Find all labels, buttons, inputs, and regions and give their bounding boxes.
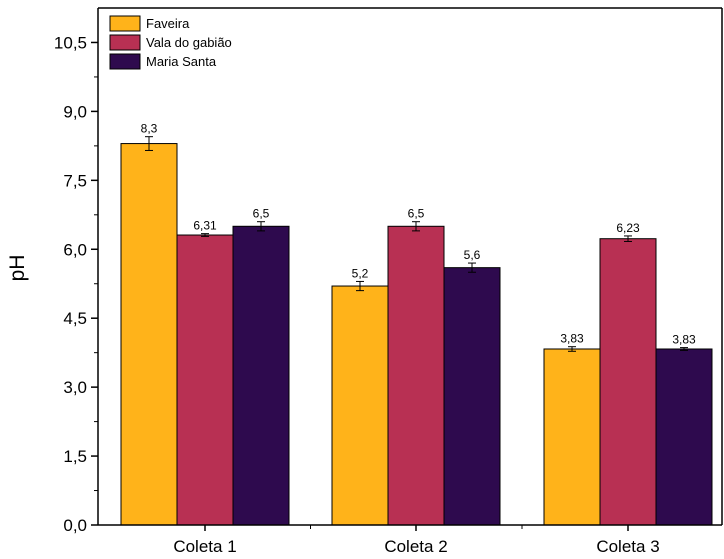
- x-category-label: Coleta 3: [596, 537, 659, 556]
- data-label-1-2: 5,2: [352, 266, 369, 280]
- error-bar-3-3: [680, 347, 688, 351]
- error-bar-1-3: [568, 346, 576, 352]
- y-tick-label: 9,0: [63, 102, 87, 121]
- bar-1-3: [543, 348, 601, 526]
- bar-2-3: [599, 238, 657, 526]
- error-bar-2-2: [412, 221, 420, 232]
- bars-layer: [120, 143, 713, 526]
- y-tick-label: 3,0: [63, 378, 87, 397]
- data-label-1-1: 8,3: [141, 122, 158, 136]
- y-tick-label: 0,0: [63, 516, 87, 535]
- x-ticks: Coleta 1 Coleta 2 Coleta 3: [173, 525, 660, 556]
- error-bar-2-3: [624, 235, 632, 242]
- legend-swatch: [109, 34, 141, 51]
- bar-1-1: [120, 143, 178, 526]
- bar-1-2: [331, 285, 389, 526]
- data-label-1-3: 3,83: [560, 332, 584, 346]
- error-bar-2-1: [201, 233, 209, 237]
- legend-swatch: [109, 15, 141, 32]
- legend: Faveira Vala do gabião Maria Santa: [109, 15, 232, 70]
- y-tick-label: 6,0: [63, 240, 87, 259]
- axes: [97, 7, 723, 526]
- error-bar-3-2: [468, 262, 476, 273]
- bar-3-1: [232, 225, 290, 526]
- y-tick-label: 4,5: [63, 309, 87, 328]
- y-ticks: 0,0 1,5 3,0 4,5 6,0 7,5 9,0 10,5: [54, 33, 98, 535]
- data-label-3-2: 5,6: [464, 248, 481, 262]
- legend-label: Maria Santa: [146, 54, 217, 69]
- y-axis-title: pH: [6, 255, 29, 282]
- error-bars-layer: [145, 136, 688, 352]
- legend-item: Vala do gabião: [109, 34, 232, 51]
- bar-3-3: [655, 348, 713, 526]
- y-tick-label: 7,5: [63, 171, 87, 190]
- y-tick-label: 10,5: [54, 33, 87, 52]
- x-category-label: Coleta 2: [384, 537, 447, 556]
- data-label-2-2: 6,5: [408, 207, 425, 221]
- x-category-label: Coleta 1: [173, 537, 236, 556]
- legend-item: Faveira: [109, 15, 190, 32]
- data-labels-layer: 8,3 5,2 3,83 6,31 6,5 6,23 6,5 5,6 3,83: [141, 122, 696, 347]
- legend-label: Vala do gabião: [146, 35, 232, 50]
- data-label-2-3: 6,23: [616, 221, 640, 235]
- bar-3-2: [443, 267, 501, 526]
- error-bar-3-1: [257, 221, 265, 232]
- legend-swatch: [109, 53, 141, 70]
- y-tick-label: 1,5: [63, 447, 87, 466]
- data-label-3-3: 3,83: [672, 333, 696, 347]
- bar-2-2: [387, 225, 445, 526]
- data-label-2-1: 6,31: [193, 219, 217, 233]
- error-bar-1-2: [356, 280, 364, 292]
- bar-2-1: [176, 234, 234, 526]
- legend-label: Faveira: [146, 16, 190, 31]
- error-bar-1-1: [145, 136, 153, 151]
- data-label-3-1: 6,5: [253, 207, 270, 221]
- legend-item: Maria Santa: [109, 53, 217, 70]
